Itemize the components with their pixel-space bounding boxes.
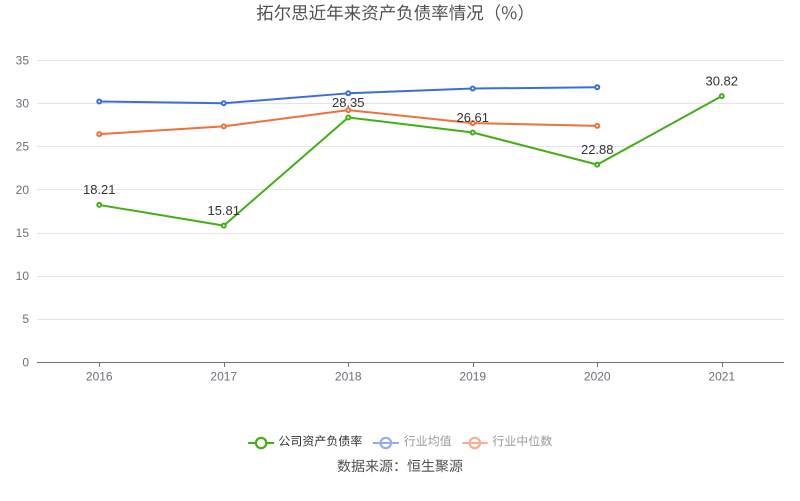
svg-text:15.81: 15.81 [207, 203, 240, 218]
svg-text:30: 30 [16, 97, 30, 111]
svg-text:18.21: 18.21 [83, 182, 116, 197]
svg-text:2016: 2016 [86, 369, 113, 383]
svg-text:2020: 2020 [584, 369, 611, 383]
svg-text:28.35: 28.35 [332, 95, 365, 110]
svg-text:10: 10 [16, 269, 30, 283]
svg-text:0: 0 [22, 355, 29, 369]
svg-text:26.61: 26.61 [456, 110, 489, 125]
svg-text:2021: 2021 [708, 369, 735, 383]
svg-text:2019: 2019 [459, 369, 486, 383]
svg-text:30.82: 30.82 [705, 73, 738, 88]
svg-text:35: 35 [16, 53, 30, 67]
svg-text:25: 25 [16, 140, 30, 154]
svg-text:2018: 2018 [335, 369, 362, 383]
svg-text:20: 20 [16, 183, 30, 197]
svg-text:2017: 2017 [210, 369, 237, 383]
svg-text:15: 15 [16, 226, 30, 240]
svg-text:5: 5 [22, 312, 29, 326]
svg-text:22.88: 22.88 [581, 142, 614, 157]
